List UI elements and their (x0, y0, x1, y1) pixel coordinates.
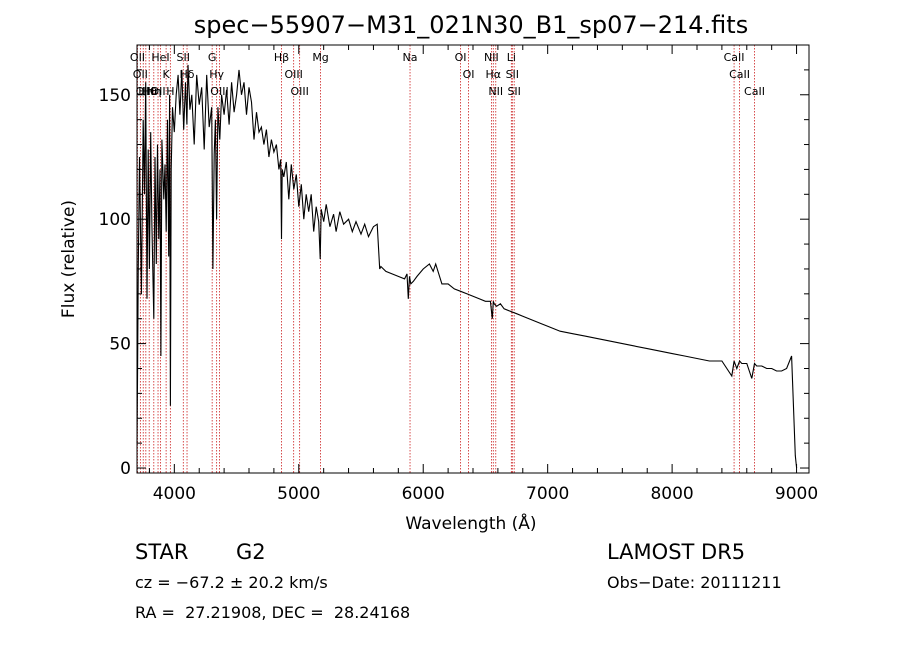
marker-label: CaII (729, 68, 750, 81)
plot-frame (136, 44, 810, 474)
marker-label: H (166, 85, 174, 98)
marker-label: SII (506, 68, 519, 81)
marker-label: Hδ (180, 68, 195, 81)
marker-label: G (208, 51, 217, 64)
object-class: STAR (135, 540, 189, 564)
y-tick-label: 100 (99, 210, 131, 230)
coordinates-text: RA = 27.21908, DEC = 28.24168 (135, 603, 411, 622)
marker-label: SII (507, 85, 520, 98)
chart-title: spec−55907−M31_021N30_B1_sp07−214.fits (194, 11, 748, 39)
marker-label: OII (150, 85, 165, 98)
marker-label: Na (403, 51, 418, 64)
marker-label: Hγ (209, 68, 224, 81)
marker-label: K (163, 68, 171, 81)
y-axis-ticks: 0 50 100 150 (99, 69, 809, 479)
line-marker-labels: OIIOIIOIIHhHθHηOIIHeIKHSIIHδGHγOIIIHβOII… (130, 51, 765, 98)
marker-label: OIII (290, 85, 308, 98)
marker-label: CaII (724, 51, 745, 64)
marker-label: NII (484, 51, 499, 64)
marker-label: HeI (151, 51, 169, 64)
marker-label: OIII (210, 85, 228, 98)
marker-label: Mg (312, 51, 328, 64)
marker-label: OI (463, 68, 475, 81)
y-tick-label: 150 (99, 86, 131, 106)
marker-label: Hη (146, 85, 161, 98)
survey-name: LAMOST DR5 (607, 540, 746, 564)
spectrum-line (136, 64, 798, 469)
x-tick-label: 5000 (277, 484, 320, 504)
x-axis-ticks: 4000 5000 6000 7000 8000 9000 (148, 45, 818, 504)
marker-label: SII (177, 51, 190, 64)
marker-label: Hβ (274, 51, 289, 64)
marker-label: Hα (486, 68, 502, 81)
x-tick-label: 8000 (650, 484, 693, 504)
marker-label: OIII (284, 68, 302, 81)
marker-label: Li (507, 51, 516, 64)
y-axis-label: Flux (relative) (59, 200, 79, 318)
obs-date-text: Obs−Date: 20111211 (607, 573, 782, 592)
x-axis-label: Wavelength (Å) (405, 512, 536, 534)
y-tick-label: 50 (109, 335, 131, 355)
x-tick-label: 6000 (402, 484, 445, 504)
object-subclass: G2 (236, 540, 266, 564)
x-tick-label: 4000 (153, 484, 196, 504)
y-tick-label: 0 (120, 459, 131, 479)
x-tick-label: 7000 (526, 484, 569, 504)
x-tick-label: 9000 (775, 484, 818, 504)
marker-label: OI (455, 51, 467, 64)
redshift-text: cz = −67.2 ± 20.2 km/s (135, 573, 328, 592)
marker-label: CaII (744, 85, 765, 98)
marker-label: NII (488, 85, 503, 98)
